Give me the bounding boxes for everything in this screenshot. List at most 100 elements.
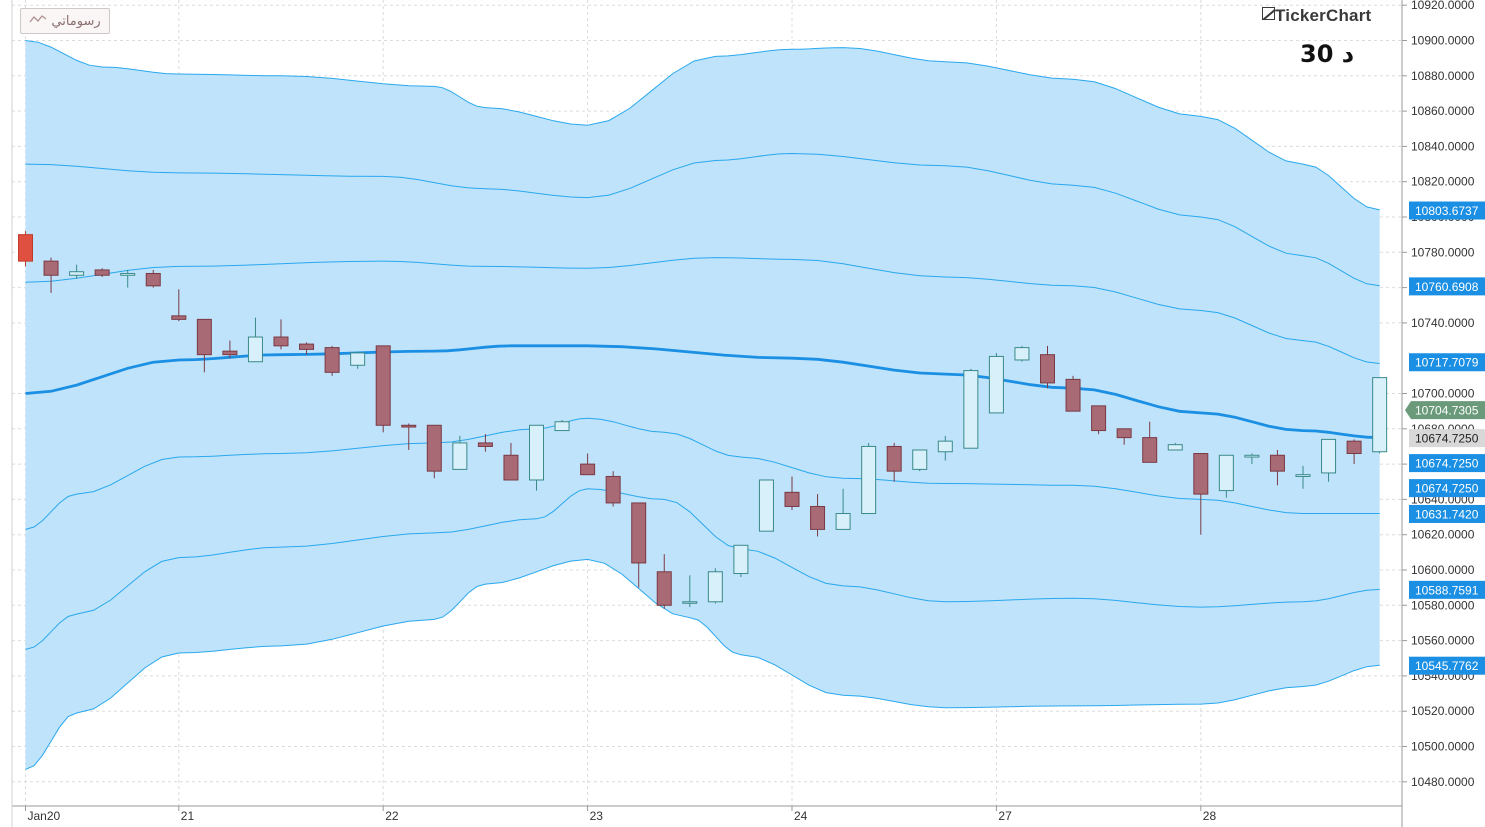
candle [171,289,187,322]
candle-body [120,272,136,276]
candle-body [43,260,59,276]
candle [452,435,468,470]
candle-body [656,571,672,606]
candle [733,544,749,578]
drawings-button[interactable]: رسوماتي [20,8,110,34]
candle-body [426,424,442,472]
candle [963,368,979,449]
candle-body [631,502,647,564]
candle [682,575,698,608]
candle [94,268,110,278]
candle-body [1091,405,1107,432]
candle [758,479,774,532]
candle-body [452,442,468,470]
band-area [25,40,1380,770]
candle-body [401,424,417,428]
price-tag-label: 10631.7420 [1415,507,1479,521]
y-tick-label: 10900.0000 [1411,34,1475,48]
candle [631,502,647,588]
candle [1269,449,1285,486]
candle [324,345,340,376]
candle-body [988,355,1004,414]
y-tick-label: 10600.0000 [1411,563,1475,577]
candle-body [1346,440,1362,455]
candle-body [1218,454,1234,492]
candle [247,317,263,363]
y-tick-label: 10780.0000 [1411,245,1475,259]
candle [222,340,238,359]
price-tag-bg [1409,201,1485,220]
candle-body [94,269,110,276]
y-tick-label: 10740.0000 [1411,316,1475,330]
candle [1244,453,1260,465]
candle-body [196,318,212,356]
x-tick-label: 24 [794,809,808,823]
candle [273,319,289,350]
candle [401,423,417,450]
candle-body [529,424,544,481]
axes [11,0,1403,827]
price-tag-bg [1409,580,1485,599]
candle [1193,453,1209,535]
x-tick-label: 23 [590,809,604,823]
candle [835,488,851,530]
candle-body [1321,438,1337,474]
candle-body [1193,453,1209,495]
candle-body [886,445,902,472]
candle-body [605,475,621,504]
candle-body [1295,474,1311,477]
price-tags: 10803.6737 10760.6908 10717.7079 10704.7305… [1405,201,1485,675]
price-tag-bg [1405,401,1485,420]
x-axis-ticks: Jan20 21 22 23 24 27 28 [25,806,1216,823]
candle [605,471,621,507]
price-tag-bg [1409,353,1485,372]
price-tag-bg [1409,504,1485,523]
y-tick-label: 10840.0000 [1411,139,1475,153]
y-tick-label: 10860.0000 [1411,104,1475,118]
candle-body [707,571,723,603]
y-tick-label: 10520.0000 [1411,704,1475,718]
candle-body [222,350,238,356]
y-tick-label: 10820.0000 [1411,175,1475,189]
candle-body [912,449,928,470]
candle [43,257,59,293]
candle [656,554,672,609]
line-chart-icon [29,13,47,29]
candle [886,442,902,482]
interval-label: 30 د [1300,40,1355,68]
band-line-upper1 [25,257,1380,364]
candle [1372,377,1388,454]
candle [1116,428,1132,445]
x-tick-label: Jan20 [28,809,61,823]
candle [375,345,391,433]
candle [196,318,212,373]
y-tick-label: 10700.0000 [1411,387,1475,401]
price-tag-label: 10717.7079 [1415,356,1479,370]
candle-body [682,601,698,604]
price-tag: 10545.7762 [1409,656,1485,675]
candle-body [324,347,340,373]
candle [912,449,928,472]
candle [1091,405,1107,435]
price-tag: 10674.7250 [1409,454,1485,473]
candle-body [1116,428,1132,439]
band-line-upper2 [25,152,1380,287]
band-line-middle [25,344,1380,439]
candle [1167,442,1183,451]
price-tag-label: 10674.7250 [1415,432,1479,446]
candle [1346,439,1362,465]
candle [580,453,596,476]
candle [299,342,315,355]
x-tick-label: 22 [385,809,399,823]
candle-body [171,315,187,320]
candle-body [784,491,800,507]
price-tag-bg [1409,454,1485,473]
y-tick-label: 10920.0000 [1411,0,1475,12]
candle [554,419,570,432]
candle-body [1372,377,1388,453]
candle [861,442,877,515]
x-tick-label: 21 [181,809,195,823]
price-tag-label: 10674.7250 [1415,482,1479,496]
brand-name: TickerChart [1275,6,1372,25]
